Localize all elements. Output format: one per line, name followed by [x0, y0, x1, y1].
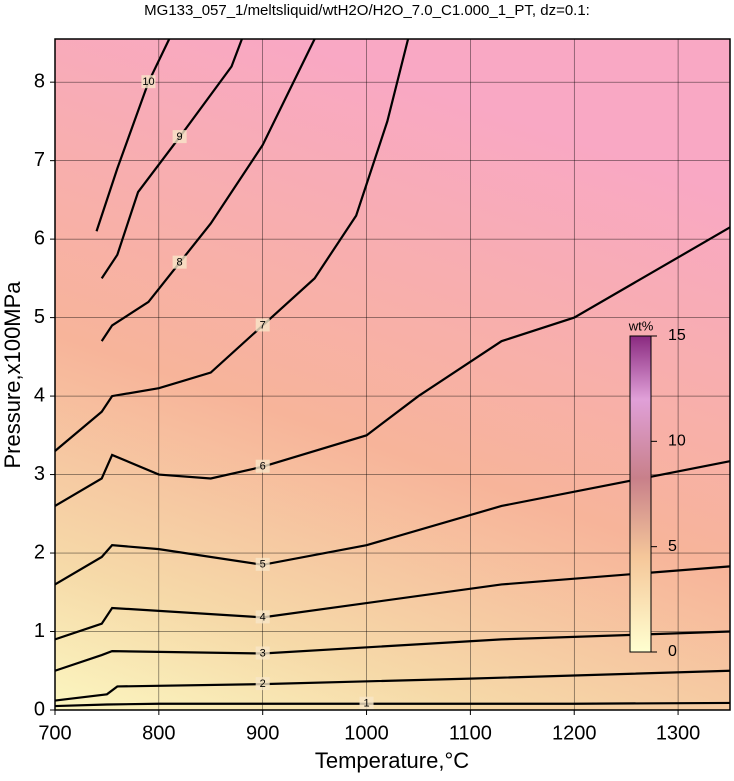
x-tick-label: 900 [246, 722, 279, 744]
x-tick-label: 800 [142, 722, 175, 744]
contour-line [54, 630, 731, 672]
contour-line [54, 701, 731, 708]
contour-label-bg [141, 75, 156, 89]
contour-label-bg [255, 610, 270, 624]
contour-label-bg [255, 677, 270, 691]
y-tick-label: 2 [34, 541, 45, 563]
x-tick-label: 1200 [552, 722, 597, 744]
x-tick-label: 1100 [449, 722, 492, 744]
x-tick-label: 1000 [344, 722, 389, 744]
colorbar-tick-label: 5 [668, 538, 677, 555]
y-tick-label: 1 [34, 620, 45, 642]
contour-line [54, 460, 731, 586]
y-tick-label: 0 [34, 698, 45, 720]
x-axis-label: Temperature,°C [315, 748, 469, 773]
contour-label: 1 [363, 698, 369, 710]
contour-label: 5 [260, 559, 266, 571]
contour-label: 4 [260, 611, 266, 623]
contour-line [100, 38, 243, 279]
chart-title: MG133_057_1/meltsliquid/wtH2O/H2O_7.0_C1… [144, 2, 590, 19]
colorbar-tick-label: 10 [668, 433, 686, 450]
contour-label-bg [255, 318, 270, 332]
contour-line [95, 38, 171, 232]
contour-label-bg [255, 646, 270, 660]
y-tick-label: 3 [34, 463, 45, 485]
contour-line [54, 38, 410, 452]
colorbar-tick-label: 0 [668, 643, 677, 660]
contour-label: 3 [260, 647, 266, 659]
y-tick-label: 8 [34, 70, 45, 92]
y-tick-label: 6 [34, 227, 45, 249]
y-tick-label: 4 [34, 384, 45, 406]
contour-label: 8 [177, 257, 183, 269]
contour-label: 7 [260, 319, 266, 331]
contour-line [54, 565, 731, 641]
colorbar-tick-label: 15 [668, 327, 686, 344]
x-tick-label: 1300 [656, 722, 701, 744]
contour-label: 10 [142, 76, 154, 88]
y-tick-label: 5 [34, 306, 45, 328]
contour-line [54, 669, 731, 702]
plot-frame [54, 38, 731, 711]
contour-label-bg [255, 557, 270, 571]
contour-label-bg [172, 130, 187, 144]
y-axis-label: Pressure,x100MPa [0, 281, 25, 469]
contour-label: 2 [260, 678, 266, 690]
contour-label-bg [359, 696, 374, 710]
contour-label-bg [172, 255, 187, 269]
colorbar [629, 335, 652, 653]
x-tick-label: 700 [38, 722, 71, 744]
y-tick-label: 7 [34, 149, 45, 171]
contour-label: 9 [177, 131, 183, 143]
contour-label-bg [255, 459, 270, 473]
contour-label: 6 [260, 461, 266, 473]
plot-background [55, 39, 730, 710]
colorbar-label: wt% [628, 318, 654, 333]
